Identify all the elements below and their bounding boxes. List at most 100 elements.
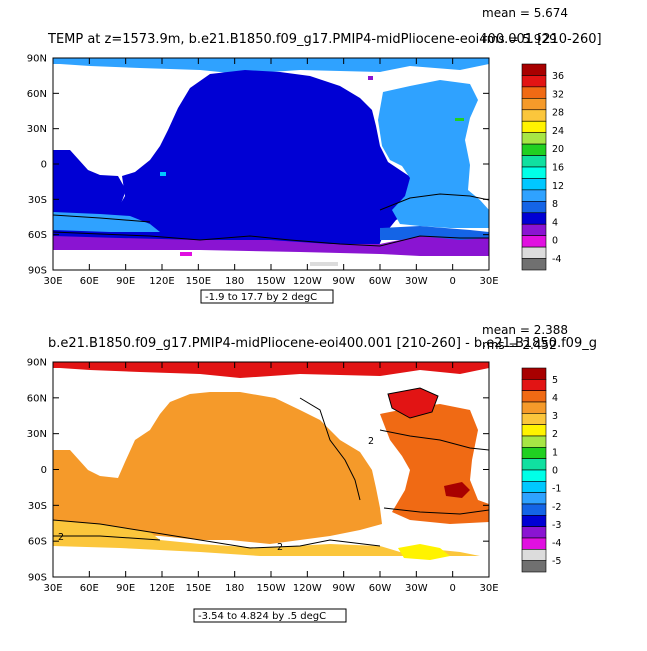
colorbar-swatch [521, 246, 547, 259]
colorbar-swatch [521, 201, 547, 214]
lon-tick-label: 150W [257, 276, 286, 287]
lon-tick-label: 150W [257, 583, 286, 594]
colorbar-swatch [521, 503, 547, 516]
lat-tick-label: 30S [28, 501, 47, 512]
colorbar-swatch [521, 63, 547, 76]
lat-tick-label: 90N [27, 358, 47, 369]
colorbar-swatch [521, 86, 547, 99]
lon-tick-label: 180 [225, 583, 244, 594]
panel-2-map [53, 362, 489, 577]
colorbar-swatch [521, 469, 547, 482]
lat-tick-label: 60N [27, 393, 47, 404]
panel-2-mean: mean = 2.388 [482, 323, 568, 337]
colorbar-swatch [521, 560, 547, 573]
panel-2-title: b.e21.B1850.f09_g17.PMIP4-midPliocene-eo… [48, 336, 597, 351]
panel-1: TEMP at z=1573.9m, b.e21.B1850.f09_g17.P… [27, 6, 602, 304]
lat-tick-label: 60N [27, 89, 47, 100]
colorbar-swatch [521, 120, 547, 133]
lon-tick-label: 60W [369, 276, 392, 287]
colorbar-label: 3 [552, 411, 558, 422]
panel-1-title: TEMP at z=1573.9m, b.e21.B1850.f09_g17.P… [47, 32, 602, 47]
colorbar-swatch [521, 235, 547, 248]
colorbar-label: 4 [552, 217, 558, 228]
lat-tick-label: 30N [27, 429, 47, 440]
colorbar-swatch [521, 379, 547, 391]
lat-tick-label: 60S [28, 537, 47, 548]
colorbar-swatch [521, 458, 547, 471]
colorbar-swatch [521, 413, 547, 425]
colorbar-swatch [521, 401, 547, 414]
colorbar-swatch [521, 178, 547, 191]
colorbar-label: -3 [552, 520, 561, 531]
colorbar-label: 36 [552, 71, 564, 82]
lon-tick-label: 0 [449, 583, 455, 594]
colorbar-swatch [521, 143, 547, 156]
lon-tick-label: 90E [116, 276, 135, 287]
colorbar-swatch [521, 109, 547, 122]
colorbar-swatch [521, 515, 547, 527]
lon-tick-label: 30E [43, 583, 62, 594]
panel-1-contour-info: -1.9 to 17.7 by 2 degC [205, 292, 317, 303]
colorbar-label: 2 [552, 429, 558, 440]
lon-tick-label: 120W [293, 583, 322, 594]
colorbar-label: -2 [552, 502, 561, 513]
panel-1-map [53, 58, 489, 270]
panel-1-rms: rms = 5.929 [482, 32, 557, 46]
colorbar-label: 5 [552, 375, 558, 386]
lon-tick-label: 120W [293, 276, 322, 287]
colorbar-swatch [521, 98, 547, 111]
lat-tick-label: 90N [27, 54, 47, 65]
colorbar-swatch [521, 424, 547, 437]
colorbar-swatch [521, 367, 547, 380]
panel-2-contour-label-1: 2 [58, 532, 64, 543]
panel-2-contour-label-3: 2 [368, 436, 374, 447]
colorbar-label: 32 [552, 89, 564, 100]
panel-2-contour-label-2: 2 [277, 542, 283, 553]
lon-tick-label: 30E [43, 276, 62, 287]
lat-tick-label: 30S [28, 195, 47, 206]
panel-2-contour-info: -3.54 to 4.824 by .5 degC [198, 611, 326, 622]
panel-1-mean: mean = 5.674 [482, 6, 568, 20]
colorbar-swatch [521, 166, 547, 179]
colorbar-swatch [521, 526, 547, 539]
panel-1-contour-info-box [200, 289, 334, 304]
colorbar-swatch [521, 258, 547, 271]
colorbar-label: -4 [552, 254, 561, 265]
colorbar-label: 0 [552, 236, 558, 247]
colorbar-swatch [521, 132, 547, 145]
colorbar-swatch [521, 189, 547, 202]
lon-tick-label: 90E [116, 583, 135, 594]
lat-tick-label: 0 [41, 160, 47, 171]
lon-tick-label: 60E [80, 583, 99, 594]
lat-tick-label: 90S [28, 573, 47, 584]
colorbar-label: 4 [552, 393, 558, 404]
lat-tick-label: 90S [28, 266, 47, 277]
colorbar-swatch [521, 549, 547, 561]
colorbar-swatch [521, 435, 547, 448]
panel-1-colorbar: 36 32 28 24 20 16 12 8 4 0 -4 [521, 63, 564, 271]
panel-2: b.e21.B1850.f09_g17.PMIP4-midPliocene-eo… [27, 323, 597, 623]
colorbar-swatch [521, 212, 547, 225]
lon-tick-label: 90W [332, 276, 355, 287]
lat-tick-label: 0 [41, 465, 47, 476]
lon-tick-label: 0 [449, 276, 455, 287]
colorbar-label: 20 [552, 144, 564, 155]
colorbar-label: -5 [552, 556, 561, 567]
lon-tick-label: 150E [186, 276, 211, 287]
colorbar-label: -4 [552, 538, 561, 549]
lat-tick-label: 30N [27, 124, 47, 135]
lon-tick-label: 180 [225, 276, 244, 287]
lon-tick-label: 120E [149, 583, 174, 594]
lon-tick-label: 150E [186, 583, 211, 594]
lon-tick-label: 30W [405, 276, 428, 287]
lon-tick-label: 90W [332, 583, 355, 594]
colorbar-swatch [521, 447, 547, 459]
colorbar-label: 8 [552, 199, 558, 210]
colorbar-label: 1 [552, 447, 558, 458]
lon-tick-label: 60W [369, 583, 392, 594]
colorbar-swatch [521, 223, 547, 236]
colorbar-swatch [521, 537, 547, 550]
colorbar-label: 16 [552, 163, 564, 174]
